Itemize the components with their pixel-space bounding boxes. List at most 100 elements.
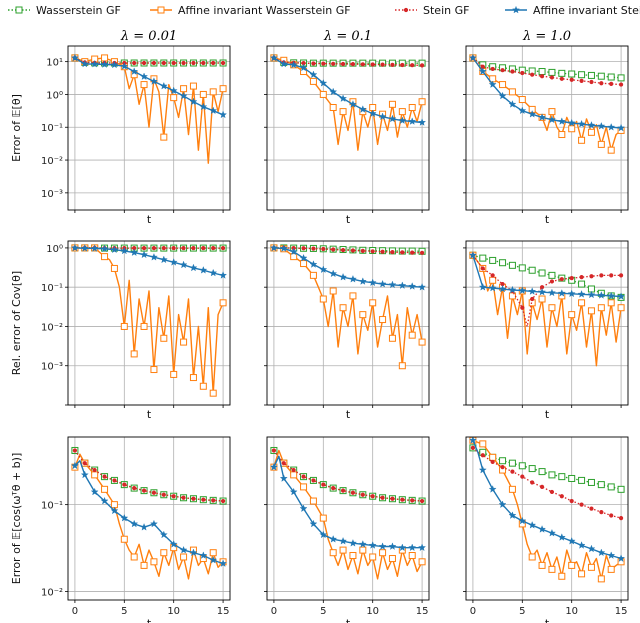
data-point [398, 281, 407, 289]
axes-frame [67, 45, 231, 211]
data-point [171, 494, 176, 499]
data-point [140, 322, 148, 330]
data-point [309, 497, 317, 505]
data-point [350, 490, 356, 495]
data-point [189, 97, 198, 106]
data-point [132, 485, 137, 491]
data-point [219, 110, 228, 119]
data-point [141, 60, 147, 66]
series-line [74, 247, 224, 394]
data-point [490, 459, 495, 465]
chart-panel: t [463, 240, 629, 421]
data-point [500, 68, 505, 73]
data-point [520, 70, 525, 76]
data-point [309, 77, 317, 85]
chart-panel: t [264, 240, 430, 421]
x-tick-label: 15 [615, 606, 628, 617]
data-point [390, 62, 395, 67]
legend-label: Affine invariant Stein GF [533, 4, 640, 17]
data-point [319, 530, 328, 539]
data-point [80, 470, 89, 479]
data-point [538, 287, 547, 296]
data-point [408, 552, 416, 560]
data-point [368, 541, 377, 549]
data-point [538, 269, 546, 277]
plot-area [68, 437, 230, 600]
y-tick-label: 10⁻³ [41, 362, 63, 373]
panel-title: λ = 1.0 [522, 29, 571, 44]
data-point [170, 94, 178, 102]
data-point [398, 116, 407, 124]
series-line [472, 57, 622, 129]
data-point [539, 74, 545, 79]
data-point [567, 289, 576, 298]
series-group [70, 53, 228, 164]
data-point [577, 541, 586, 549]
data-point [607, 291, 616, 300]
data-point [597, 140, 605, 148]
data-point [189, 263, 198, 272]
data-point [130, 553, 138, 561]
data-point [159, 255, 168, 264]
data-point [110, 60, 119, 69]
data-point [388, 334, 396, 342]
data-point [110, 264, 118, 272]
data-point [189, 82, 197, 90]
data-point [597, 481, 605, 489]
data-point [199, 382, 207, 390]
data-point [339, 272, 348, 281]
data-point [191, 496, 196, 501]
data-point [408, 331, 416, 339]
data-point [599, 81, 604, 86]
data-point [587, 128, 595, 136]
data-point [388, 280, 397, 289]
y-axis-label: Rel. error of Cov[θ] [10, 271, 23, 375]
data-point [520, 305, 525, 310]
data-point [548, 68, 556, 76]
data-point [339, 536, 348, 545]
series-group [70, 243, 228, 397]
data-point [171, 245, 176, 251]
data-point [548, 565, 556, 573]
data-point [151, 245, 157, 251]
data-point [159, 530, 168, 539]
chart-panel: 10⁰ 10⁻¹ 10⁻² 10⁻³ t Rel. error of Cov[θ] [10, 240, 231, 421]
data-point [160, 334, 168, 342]
panel-title: λ = 0.1 [323, 29, 372, 44]
y-axis-label: Error of 𝔼[cos(ωᵀθ + b)] [10, 453, 23, 584]
data-point [520, 474, 525, 479]
data-point [419, 63, 425, 68]
data-point [348, 539, 357, 547]
data-point [380, 62, 385, 67]
data-point [500, 465, 505, 470]
data-point [311, 478, 316, 483]
data-point [370, 494, 375, 499]
data-point [528, 521, 537, 529]
data-point [91, 471, 99, 479]
data-point [179, 91, 188, 100]
data-point [597, 304, 605, 312]
data-point [380, 495, 385, 500]
data-point [578, 71, 586, 79]
y-tick-label: 10⁻² [41, 588, 63, 599]
data-point [72, 448, 78, 453]
data-point [587, 478, 595, 486]
legend-marker [157, 6, 165, 14]
data-point [220, 498, 226, 504]
y-tick-label: 10¹ [46, 58, 63, 69]
data-point [380, 249, 385, 254]
series-line [472, 57, 622, 86]
data-point [390, 250, 395, 255]
data-point [567, 536, 576, 545]
data-point [378, 279, 387, 288]
data-point [607, 483, 615, 491]
data-point [140, 523, 149, 531]
data-point [578, 136, 586, 144]
data-point [597, 72, 605, 80]
axes-frame [465, 436, 629, 601]
data-point [579, 275, 584, 280]
data-point [339, 304, 347, 312]
y-tick-label: 10⁻¹ [41, 123, 63, 134]
data-point [358, 105, 367, 113]
chart-panel: 0 5 10 15 t [463, 436, 629, 623]
